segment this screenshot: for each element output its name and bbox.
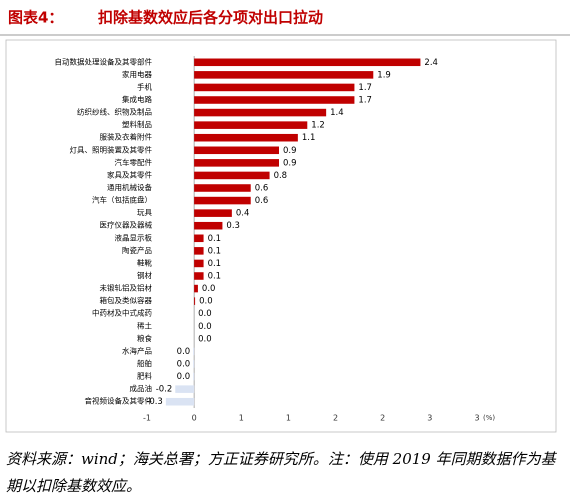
- bar: [194, 121, 308, 129]
- value-label: 0.0: [177, 347, 191, 357]
- value-label: 0.1: [208, 272, 222, 282]
- chart-title: 扣除基数效应后各分项对出口拉动: [98, 9, 323, 27]
- chart-title-prefix: 图表4：: [8, 9, 63, 27]
- bar: [194, 284, 198, 293]
- category-label: 汽车零配件: [115, 157, 153, 167]
- value-label: -0.2: [156, 385, 173, 395]
- category-label: 船舶: [137, 358, 152, 368]
- value-label: 1.2: [311, 121, 325, 131]
- category-label: 通用机械设备: [107, 182, 152, 192]
- category-label: 玩具: [137, 208, 152, 217]
- bar: [193, 360, 195, 368]
- value-label: 2.4: [424, 58, 438, 68]
- value-label: 0.0: [198, 309, 212, 319]
- x-tick-label: 2: [333, 414, 338, 423]
- category-label: 箱包及类似容器: [100, 295, 153, 305]
- bar: [194, 221, 223, 230]
- category-label: 塑料制品: [122, 119, 152, 129]
- value-label: 1.7: [358, 96, 372, 106]
- bar: [193, 347, 195, 356]
- bar: [194, 196, 251, 205]
- bar: [194, 96, 355, 104]
- category-label: 未锻轧铝及铝材: [100, 283, 153, 293]
- category-label: 陶瓷产品: [122, 245, 152, 255]
- category-label: 水海产品: [122, 345, 152, 355]
- value-label: 0.1: [208, 259, 222, 269]
- category-label: 肥料: [137, 371, 152, 381]
- value-label: 0.0: [177, 360, 191, 370]
- value-label: 0.9: [283, 146, 297, 156]
- value-label: -0.3: [146, 397, 163, 407]
- bar: [194, 108, 327, 117]
- bar: [194, 184, 251, 192]
- x-tick-label: 3: [427, 414, 432, 423]
- value-label: 0.1: [208, 246, 222, 256]
- bar: [194, 234, 204, 243]
- bar: [194, 58, 421, 67]
- value-label: 0.0: [198, 334, 212, 344]
- value-label: 0.6: [255, 196, 269, 206]
- x-tick-label: 2: [380, 414, 385, 423]
- value-label: 1.7: [358, 83, 372, 93]
- bar: [175, 385, 195, 393]
- value-label: 0.1: [208, 234, 222, 244]
- bar: [194, 133, 298, 142]
- bar: [194, 71, 374, 79]
- x-tick-label: -1: [143, 414, 151, 423]
- value-label: 1.9: [377, 70, 391, 80]
- x-tick-label: 0: [192, 414, 197, 423]
- x-tick-label: 1: [286, 414, 291, 423]
- category-label: 集成电路: [122, 94, 152, 104]
- bar: [165, 397, 195, 406]
- bar: [193, 372, 195, 381]
- category-label: 纺织纱线、织物及制品: [77, 107, 152, 117]
- category-label: 中药材及中式成药: [92, 308, 152, 318]
- value-label: 0.8: [274, 171, 288, 181]
- value-label: 0.9: [283, 158, 297, 168]
- category-label: 液晶显示板: [115, 232, 153, 242]
- value-label: 0.0: [177, 372, 191, 382]
- category-label: 音视频设备及其零件: [85, 396, 153, 406]
- x-tick-label: 1: [239, 414, 244, 423]
- bar: [194, 83, 355, 92]
- value-label: 1.4: [330, 108, 344, 118]
- category-label: 家用电器: [122, 69, 152, 79]
- value-label: 0.0: [199, 297, 213, 307]
- value-label: 0.0: [198, 322, 212, 332]
- bar: [194, 159, 279, 167]
- value-label: 1.1: [302, 133, 316, 143]
- chart-frame: [5, 39, 557, 433]
- bar: [194, 297, 196, 305]
- value-label: 0.0: [202, 284, 216, 294]
- bar: [194, 259, 204, 268]
- category-label: 稀土: [137, 320, 152, 330]
- category-label: 粮食: [137, 333, 152, 343]
- category-label: 钢材: [137, 270, 152, 280]
- category-label: 服装及衣着附件: [100, 132, 153, 142]
- bar: [194, 171, 270, 180]
- category-label: 自动数据处理设备及其零部件: [55, 56, 153, 66]
- x-tick-label: 3: [474, 414, 479, 423]
- category-label: 汽车（包括底盘）: [92, 195, 152, 205]
- source-note: 资料来源：wind；海关总署；方正证券研究所。注：使用 2019 年同期数据作为…: [6, 450, 556, 495]
- category-label: 手机: [137, 81, 152, 91]
- category-label: 医疗仪器及器械: [100, 220, 153, 230]
- chart: 图表4： 扣除基数效应后各分项对出口拉动 -1 0 1 1 2 2 3 3 (%) 自动数据处理设…: [0, 9, 570, 433]
- category-label: 成品油: [130, 383, 153, 393]
- category-label: 鞋靴: [137, 257, 152, 267]
- bar: [194, 209, 232, 217]
- value-label: 0.4: [236, 209, 250, 219]
- category-label: 家具及其零件: [107, 169, 152, 179]
- category-label: 灯具、照明装置及其零件: [70, 144, 153, 154]
- bar: [194, 272, 204, 280]
- value-label: 0.6: [255, 184, 269, 194]
- bar: [194, 247, 204, 255]
- x-unit: (%): [483, 414, 495, 422]
- value-label: 0.3: [226, 221, 240, 231]
- bar: [194, 146, 279, 155]
